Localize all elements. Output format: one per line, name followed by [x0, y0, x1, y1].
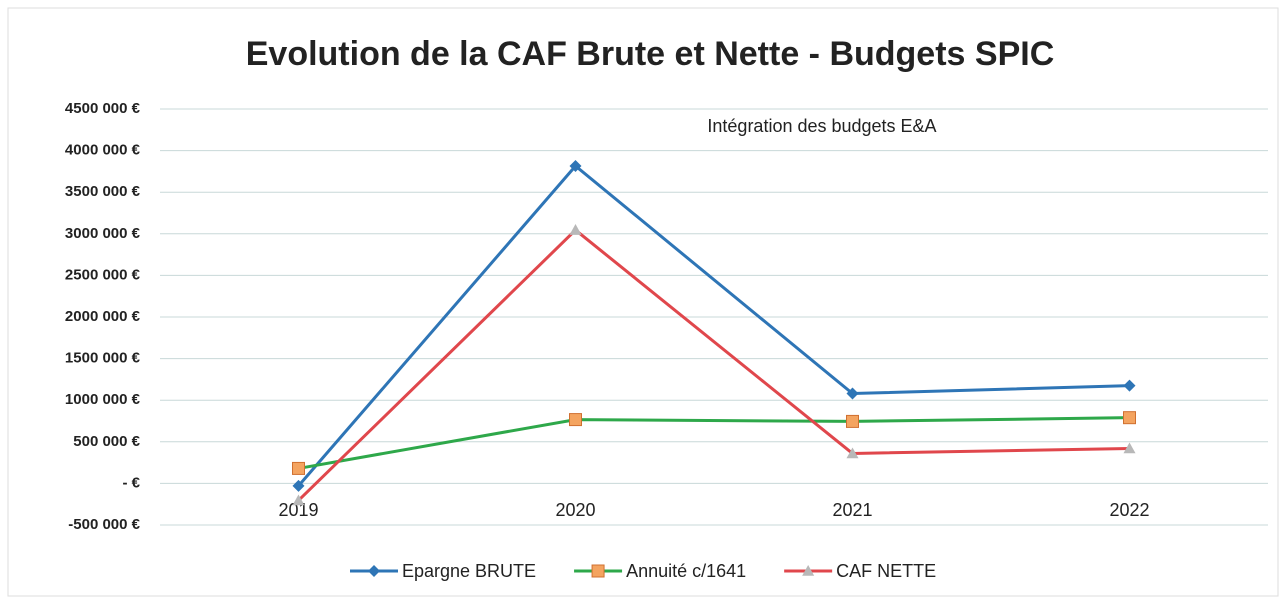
series-line	[297, 163, 1130, 487]
chart-title: Evolution de la CAF Brute et Nette - Bud…	[246, 35, 1055, 73]
marker	[846, 387, 859, 400]
marker	[569, 413, 582, 427]
y-tick-label: 3500 000 €	[65, 183, 141, 200]
y-tick-label: 4500 000 €	[65, 100, 141, 117]
legend-label: Epargne BRUTE	[402, 561, 536, 581]
y-tick-label: -500 000 €	[68, 516, 140, 533]
y-tick-label: 1000 000 €	[65, 391, 141, 408]
x-tick-label: 2022	[1109, 500, 1149, 520]
marker	[569, 159, 582, 172]
x-tick-label: 2021	[832, 500, 872, 520]
y-tick-label: 2500 000 €	[65, 266, 141, 283]
marker	[802, 565, 815, 576]
y-tick-label: - €	[122, 474, 140, 491]
x-tick-label: 2019	[278, 500, 318, 520]
y-tick-label: 4000 000 €	[65, 142, 141, 159]
marker	[368, 565, 380, 577]
marker	[846, 447, 859, 459]
marker	[292, 461, 305, 475]
y-tick-label: 3000 000 €	[65, 225, 141, 242]
y-tick-label: 2000 000 €	[65, 308, 141, 325]
marker	[846, 414, 859, 428]
annotation: Intégration des budgets E&A	[707, 116, 936, 136]
marker	[591, 564, 605, 578]
marker	[1123, 442, 1136, 454]
y-tick-label: 1500 000 €	[65, 350, 141, 367]
marker	[569, 224, 582, 235]
marker	[1123, 379, 1136, 392]
y-tick-label: 500 000 €	[73, 433, 140, 450]
series-line	[298, 416, 1130, 470]
legend-label: CAF NETTE	[836, 561, 936, 581]
series-line	[297, 228, 1130, 502]
marker	[292, 479, 305, 492]
marker	[292, 494, 305, 506]
chart-border	[7, 7, 1279, 597]
marker	[1123, 411, 1136, 425]
x-tick-label: 2020	[555, 500, 595, 520]
legend-label: Annuité c/1641	[626, 561, 746, 581]
